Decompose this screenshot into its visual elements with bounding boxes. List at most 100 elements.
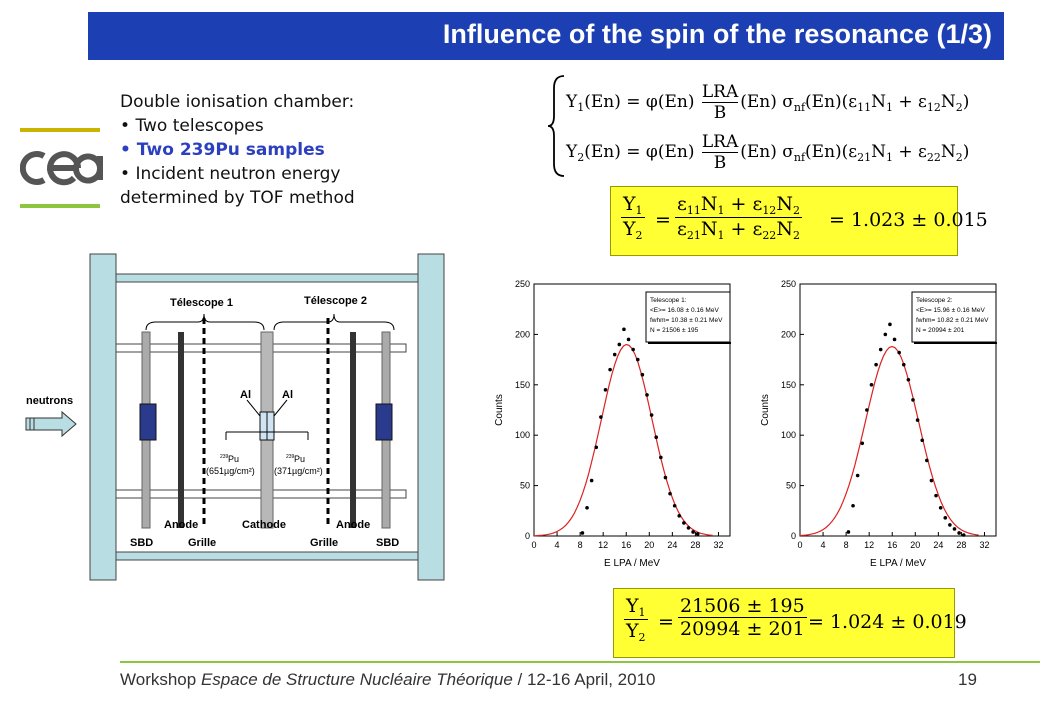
chamber-diagram: Télescope 1 Télescope 2 Al Al 239 Pu (65…	[25, 253, 445, 581]
legend-line: <E>= 15.96 ± 0.16 MeV	[916, 307, 985, 314]
pu-right-label: Pu	[294, 454, 305, 464]
data-point	[649, 413, 654, 417]
y-tick-label: 100	[781, 430, 796, 440]
ratio-epsilon: ε11N1 + ε12N2 ε21N1 + ε22N2	[675, 193, 802, 242]
x-tick-label: 32	[713, 540, 723, 550]
telescope1-spectrum-chart: 0 50 100 150 200 250 0 4 8 12 16 20 24 28 32 Counts E LP…	[494, 279, 731, 569]
sbd-right-detector	[375, 403, 393, 441]
x-tick-label: 8	[578, 540, 583, 550]
data-point	[911, 398, 915, 402]
y-tick-label: 50	[520, 481, 530, 491]
data-point	[631, 347, 635, 352]
telescope2-spectrum-chart: 0 50 100 150 200 250 0 4 8 12 16 20 24 28 32 Counts E LP…	[760, 279, 997, 569]
data-point	[640, 372, 645, 377]
pu-left-label: Pu	[228, 454, 239, 464]
data-point	[599, 415, 603, 419]
data-point	[934, 493, 938, 498]
intro-heading: Double ionisation chamber:	[120, 92, 355, 112]
neutron-arrow-icon	[25, 410, 77, 438]
x-tick-label: 0	[531, 540, 536, 550]
data-point	[603, 388, 608, 392]
x-tick-label: 12	[598, 540, 608, 550]
data-point	[691, 530, 695, 534]
footer-text: Workshop Espace de Structure Nucléaire T…	[120, 670, 656, 689]
data-point	[672, 503, 677, 508]
x-tick-label: 16	[887, 540, 897, 550]
x-tick-label: 20	[910, 540, 920, 550]
y-tick-label: 0	[525, 531, 530, 541]
x-tick-label: 24	[933, 540, 943, 550]
y-axis-label: Counts	[494, 394, 505, 426]
cathode-label: Cathode	[242, 519, 286, 531]
data-point	[952, 527, 957, 531]
data-point	[695, 532, 700, 536]
page-title: Influence of the spin of the resonance (…	[442, 19, 992, 49]
x-tick-label: 12	[864, 540, 874, 550]
data-point	[897, 350, 901, 355]
telescope2-brace	[273, 313, 395, 331]
data-point	[925, 458, 929, 463]
data-point	[957, 531, 961, 535]
data-point	[635, 357, 640, 362]
x-tick-label: 8	[844, 540, 849, 550]
grille-left-label: Grille	[188, 537, 216, 549]
logo-top-bar	[20, 128, 100, 132]
fit-curve	[533, 343, 713, 537]
data-point	[663, 475, 668, 480]
pu-left-mass: (651µg/cm²)	[206, 466, 255, 476]
data-point	[855, 473, 860, 478]
data-point	[589, 478, 594, 483]
bullet-item-highlight: • Two 239Pu samples	[120, 140, 325, 160]
y-tick-label: 200	[515, 329, 530, 339]
chamber-wall-left	[89, 253, 117, 581]
al-left-label: Al	[240, 389, 251, 401]
x-tick-label: 0	[797, 540, 802, 550]
title-bar: Influence of the spin of the resonance (…	[88, 12, 1004, 60]
svg-text:239: 239	[220, 454, 229, 460]
x-axis-label: E LPA / MeV	[604, 558, 660, 569]
x-tick-label: 4	[821, 540, 826, 550]
legend-box: Telescope 2: <E>= 15.96 ± 0.16 MeV fwhm= 1…	[911, 291, 997, 344]
x-tick-label: 28	[690, 540, 700, 550]
legend-line: N = 21506 ± 195	[650, 327, 699, 334]
legend-frame	[911, 291, 997, 343]
telescope1-brace	[145, 313, 265, 331]
sbd-left-label: SBD	[130, 537, 153, 549]
data-point	[938, 505, 943, 510]
equation-y1: Y1(En) = φ(En) LRA B (En) σnf(En)(ε11N1 + …	[566, 82, 970, 123]
data-point	[851, 503, 855, 508]
x-tick-label: 32	[979, 540, 989, 550]
anode-left-label: Anode	[164, 519, 198, 531]
data-point	[585, 505, 589, 510]
grille-right-label: Grille	[310, 537, 338, 549]
pu-right-mass: (371µg/cm²)	[274, 466, 323, 476]
footer-divider	[120, 661, 1040, 663]
legend-line: Telescope 1:	[650, 297, 687, 304]
y-axis-label: Counts	[760, 394, 771, 426]
cea-logo	[20, 128, 103, 208]
data-point	[659, 455, 663, 460]
legend-box: Telescope 1: <E>= 16.08 ± 0.16 MeV fwhm= 1…	[645, 291, 731, 344]
data-point	[906, 377, 911, 382]
data-point	[654, 435, 659, 440]
data-point	[626, 337, 631, 342]
data-point	[612, 352, 617, 357]
x-axis-label: E LPA / MeV	[870, 558, 926, 569]
data-point	[580, 531, 585, 535]
y-tick-label: 150	[515, 380, 530, 390]
legend-line: <E>= 16.08 ± 0.16 MeV	[650, 307, 719, 314]
yield-equations: Y1(En) = φ(En) LRA B (En) σnf(En)(ε11N1 + …	[548, 70, 988, 180]
y-tick-label: 250	[515, 279, 530, 289]
data-point	[869, 383, 874, 387]
x-tick-label: 4	[555, 540, 560, 550]
data-point	[920, 438, 925, 443]
chamber-wall-right	[417, 253, 445, 581]
data-point	[915, 418, 920, 422]
legend-line: fwhm= 10.38 ± 0.21 MeV	[650, 317, 723, 324]
data-point	[686, 526, 691, 530]
data-point	[878, 347, 883, 352]
chamber-bottom	[115, 551, 419, 561]
anode-left	[178, 332, 184, 528]
legend-line: Telescope 2:	[916, 297, 953, 304]
legend-line: fwhm= 10.82 ± 0.21 MeV	[916, 317, 989, 324]
